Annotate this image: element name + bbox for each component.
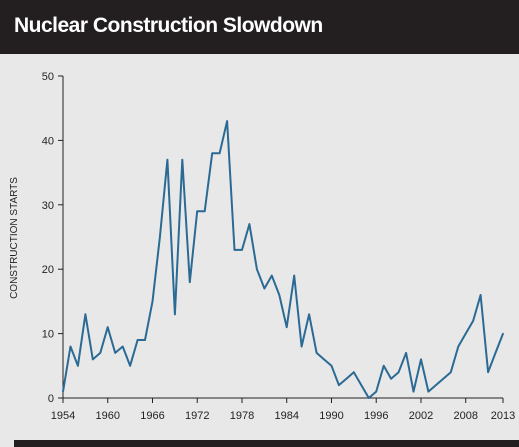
data-point: [308, 313, 310, 316]
data-point: [382, 365, 385, 367]
data-point: [189, 281, 191, 283]
bottom-rule: [14, 440, 519, 447]
data-point: [84, 313, 87, 316]
x-tick-label: 1978: [230, 410, 254, 422]
chart-title: Nuclear Construction Slowdown: [14, 14, 323, 37]
data-point: [241, 249, 243, 251]
data-point: [368, 397, 370, 399]
x-tick-label: 2013: [491, 410, 515, 422]
data-point: [285, 326, 288, 329]
data-point: [99, 352, 102, 354]
line-chart: 0 10 20 30 40 50 1954 1960 1966 1972 1978 1984 1990…: [9, 71, 515, 422]
data-point: [472, 319, 475, 322]
y-tick-label: 0: [48, 393, 54, 405]
data-point: [136, 339, 139, 341]
data-point: [256, 268, 258, 271]
data-point: [166, 158, 169, 161]
series-line: [62, 120, 504, 399]
x-tick-label: 1966: [140, 410, 164, 422]
data-point: [263, 287, 266, 290]
data-point: [271, 274, 273, 277]
data-point: [494, 352, 497, 354]
data-point: [121, 345, 124, 348]
data-point: [457, 345, 460, 348]
data-point: [442, 377, 445, 380]
data-point: [330, 365, 333, 367]
data-point: [300, 345, 303, 348]
y-axis-label: CONSTRUCTION STARTS: [9, 177, 20, 299]
data-point: [144, 339, 146, 341]
data-point: [248, 223, 251, 225]
data-point: [69, 345, 72, 348]
data-point: [412, 390, 415, 393]
data-point: [420, 358, 422, 361]
data-point: [92, 358, 94, 361]
data-point: [435, 384, 437, 386]
data-point: [450, 371, 452, 374]
x-tick-label: 1954: [51, 410, 75, 422]
x-tick-label: 1960: [96, 410, 120, 422]
data-point: [315, 352, 318, 354]
data-point: [487, 371, 489, 374]
x-tick-label: 1972: [185, 410, 209, 422]
data-point: [203, 210, 206, 212]
data-point: [278, 294, 281, 296]
data-point: [129, 365, 131, 367]
data-point: [233, 249, 236, 251]
data-point: [390, 377, 392, 380]
data-point: [502, 332, 504, 335]
x-tick-label: 1984: [274, 410, 298, 422]
data-point: [293, 274, 296, 277]
title-bar: Nuclear Construction Slowdown: [0, 0, 519, 54]
y-tick-label: 50: [42, 71, 54, 83]
data-point: [159, 236, 161, 238]
data-point: [360, 384, 363, 386]
x-tick-label: 2008: [453, 410, 477, 422]
data-point: [106, 326, 109, 329]
x-tick-label: 1996: [364, 410, 388, 422]
data-point: [338, 384, 340, 386]
data-point: [405, 352, 407, 354]
data-point: [323, 358, 325, 361]
data-points: [62, 120, 504, 399]
data-point: [151, 300, 154, 303]
data-point: [464, 332, 467, 335]
x-tick-label: 1990: [319, 410, 343, 422]
data-point: [479, 294, 482, 296]
data-point: [174, 313, 176, 316]
x-tick-labels: 1954 1960 1966 1972 1978 1984 1990 1996 2002 2008…: [51, 410, 515, 422]
y-tick-label: 20: [42, 264, 54, 276]
data-point: [226, 120, 228, 122]
data-point: [114, 352, 116, 354]
data-point: [211, 152, 213, 155]
y-tick-label: 30: [42, 200, 54, 212]
y-tick-label: 10: [42, 329, 54, 341]
x-tick-label: 2002: [409, 410, 433, 422]
data-point: [375, 390, 378, 393]
data-point: [353, 371, 355, 374]
data-point: [397, 371, 400, 374]
y-tick-label: 40: [42, 135, 54, 147]
data-point: [218, 152, 221, 155]
y-tick-labels: 0 10 20 30 40 50: [42, 71, 54, 405]
data-point: [181, 158, 184, 161]
data-point: [77, 365, 79, 367]
data-point: [427, 390, 430, 393]
data-point: [62, 390, 64, 393]
data-point: [196, 210, 198, 212]
data-point: [345, 377, 348, 380]
chart-axes: [58, 75, 504, 403]
